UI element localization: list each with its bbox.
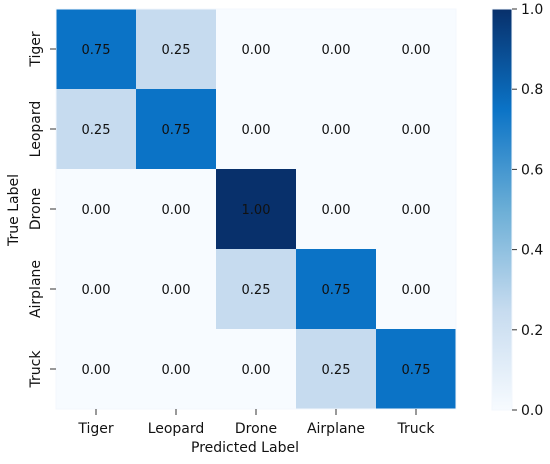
colorbar-tick-label-5: 1.0 bbox=[521, 2, 543, 18]
heatmap-cell-1-2 bbox=[216, 89, 296, 169]
y-tick-label-0: Tiger bbox=[28, 31, 44, 68]
x-tick-label-4: Truck bbox=[397, 421, 436, 437]
colorbar-tick-label-2: 0.4 bbox=[521, 243, 543, 259]
y-tick-label-3: Airplane bbox=[28, 260, 44, 318]
heatmap-cell-2-3 bbox=[296, 169, 376, 249]
heatmap-cell-label-1-4: 0.00 bbox=[402, 123, 431, 138]
colorbar-tick-label-0: 0.0 bbox=[521, 403, 543, 419]
y-axis-title: True Label bbox=[6, 174, 22, 247]
heatmap-cell-label-3-2: 0.25 bbox=[242, 283, 271, 298]
heatmap-cell-4-3 bbox=[296, 329, 376, 409]
x-axis-title: Predicted Label bbox=[191, 440, 299, 456]
heatmap-cell-label-1-0: 0.25 bbox=[82, 123, 111, 138]
heatmap-cell-3-3 bbox=[296, 249, 376, 329]
heatmap-cell-label-1-1: 0.75 bbox=[162, 123, 191, 138]
x-tick-label-2: Drone bbox=[235, 421, 277, 437]
heatmap-cell-3-0 bbox=[56, 249, 136, 329]
heatmap-cell-label-3-3: 0.75 bbox=[322, 283, 351, 298]
heatmap-cell-2-2 bbox=[216, 169, 296, 249]
heatmap-cell-label-3-0: 0.00 bbox=[82, 283, 111, 298]
y-tick-label-2: Drone bbox=[28, 188, 44, 230]
heatmap-cell-0-1 bbox=[136, 9, 216, 89]
heatmap-cell-2-4 bbox=[376, 169, 456, 249]
heatmap-cell-label-2-0: 0.00 bbox=[82, 203, 111, 218]
heatmap-cell-1-3 bbox=[296, 89, 376, 169]
y-tick-label-1: Leopard bbox=[28, 101, 44, 158]
heatmap-cell-4-1 bbox=[136, 329, 216, 409]
heatmap-cell-0-0 bbox=[56, 9, 136, 89]
heatmap-cell-label-2-2: 1.00 bbox=[242, 203, 271, 218]
heatmap-cell-3-2 bbox=[216, 249, 296, 329]
heatmap-cell-label-0-3: 0.00 bbox=[322, 43, 351, 58]
heatmap-cell-label-0-1: 0.25 bbox=[162, 43, 191, 58]
heatmap-cell-label-4-3: 0.25 bbox=[322, 363, 351, 378]
heatmap-cell-label-2-1: 0.00 bbox=[162, 203, 191, 218]
heatmap-cell-label-4-2: 0.00 bbox=[242, 363, 271, 378]
x-tick-label-0: Tiger bbox=[77, 421, 114, 437]
heatmap-cell-3-1 bbox=[136, 249, 216, 329]
colorbar-tick-label-1: 0.2 bbox=[521, 323, 543, 339]
heatmap-cell-0-3 bbox=[296, 9, 376, 89]
heatmap-cell-label-4-4: 0.75 bbox=[402, 363, 431, 378]
heatmap-cell-3-4 bbox=[376, 249, 456, 329]
heatmap-cells bbox=[55, 8, 457, 410]
heatmap-cell-1-4 bbox=[376, 89, 456, 169]
heatmap-cell-4-2 bbox=[216, 329, 296, 409]
heatmap-cell-label-1-3: 0.00 bbox=[322, 123, 351, 138]
heatmap-cell-label-3-1: 0.00 bbox=[162, 283, 191, 298]
heatmap-cell-labels: 0.75 0.25 0.00 0.00 0.00 0.25 0.75 0.00 0.00 0.00… bbox=[82, 43, 431, 378]
heatmap-cell-label-0-2: 0.00 bbox=[242, 43, 271, 58]
colorbar-tick-label-3: 0.6 bbox=[521, 162, 543, 178]
heatmap-cell-1-0 bbox=[56, 89, 136, 169]
heatmap-cell-2-0 bbox=[56, 169, 136, 249]
heatmap-cell-0-4 bbox=[376, 9, 456, 89]
x-tick-label-3: Airplane bbox=[307, 421, 365, 437]
colorbar-gradient-bar bbox=[492, 9, 512, 410]
heatmap-cell-label-1-2: 0.00 bbox=[242, 123, 271, 138]
colorbar-tick-label-4: 0.8 bbox=[521, 82, 543, 98]
colorbar: 0.0 0.2 0.4 0.6 0.8 1.0 bbox=[491, 2, 543, 419]
y-axis: Tiger Leopard Drone Airplane Truck bbox=[28, 31, 56, 388]
heatmap-cell-label-0-4: 0.00 bbox=[402, 43, 431, 58]
heatmap-cell-2-1 bbox=[136, 169, 216, 249]
heatmap-cell-label-4-0: 0.00 bbox=[82, 363, 111, 378]
y-tick-label-4: Truck bbox=[28, 350, 44, 389]
heatmap-cell-4-0 bbox=[56, 329, 136, 409]
heatmap-cell-label-4-1: 0.00 bbox=[162, 363, 191, 378]
colorbar-border bbox=[491, 8, 513, 411]
heatmap-cell-label-2-3: 0.00 bbox=[322, 203, 351, 218]
heatmap-cell-label-0-0: 0.75 bbox=[82, 43, 111, 58]
heatmap-cell-1-1 bbox=[136, 89, 216, 169]
x-tick-label-1: Leopard bbox=[148, 421, 205, 437]
heatmap-cell-0-2 bbox=[216, 9, 296, 89]
heatmap-cell-label-3-4: 0.00 bbox=[402, 283, 431, 298]
x-axis: Tiger Leopard Drone Airplane Truck bbox=[77, 409, 435, 437]
heatmap-cell-4-4 bbox=[376, 329, 456, 409]
heatmap-cell-label-2-4: 0.00 bbox=[402, 203, 431, 218]
